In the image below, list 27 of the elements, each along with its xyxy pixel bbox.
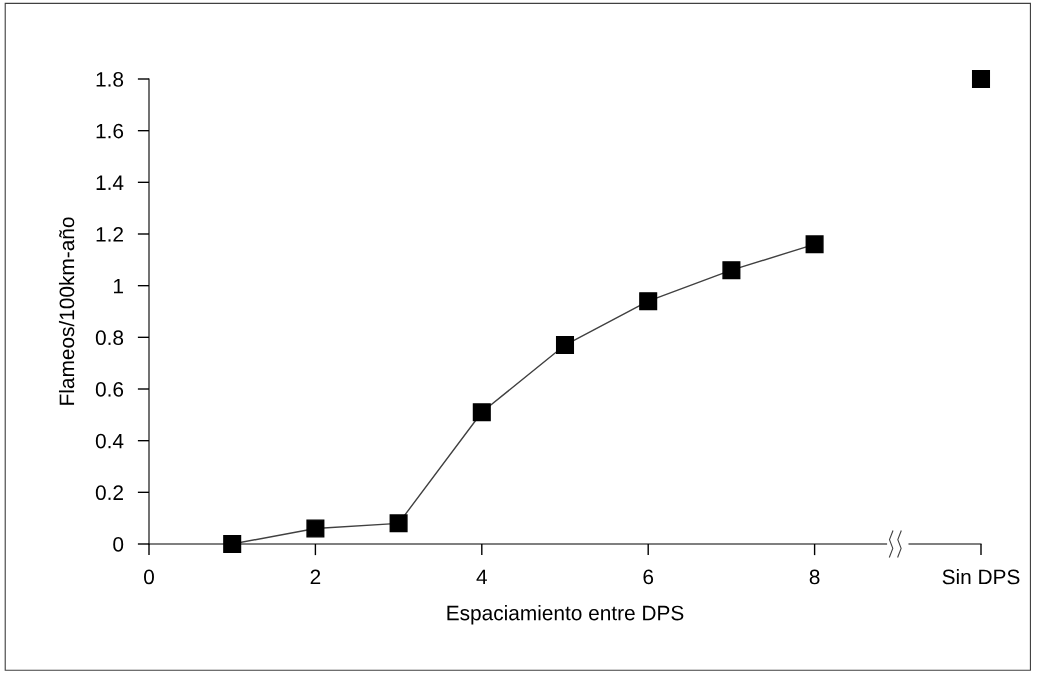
y-tick-label: 1.8 bbox=[96, 72, 124, 87]
point bbox=[805, 235, 824, 254]
x-tick-label: 0 bbox=[144, 569, 154, 585]
point bbox=[306, 519, 325, 538]
point bbox=[971, 69, 991, 89]
y-tick-label: 1.2 bbox=[96, 227, 123, 242]
y-tick-label: 0 bbox=[113, 537, 124, 552]
x-tick-label: 4 bbox=[476, 569, 487, 585]
y-tick-label: 1.6 bbox=[96, 123, 124, 139]
y-tick-label: 1.4 bbox=[96, 175, 124, 190]
point bbox=[722, 261, 741, 280]
x-tick-label: 8 bbox=[809, 569, 820, 585]
y-axis-title: Flameos/100km-año bbox=[58, 217, 75, 405]
y-tick-label: 0.2 bbox=[95, 485, 123, 501]
y-tick-label: 1 bbox=[114, 278, 123, 294]
point bbox=[223, 534, 242, 554]
y-tick-label: 0.4 bbox=[95, 433, 124, 449]
point bbox=[555, 336, 575, 355]
y-tick-label: 0.8 bbox=[95, 330, 124, 346]
x-axis-title: Espaciamiento entre DPS bbox=[447, 605, 684, 625]
x-tick-label: Sin DPS bbox=[942, 569, 1020, 585]
point bbox=[639, 292, 658, 311]
point bbox=[472, 403, 491, 422]
point bbox=[389, 514, 408, 533]
y-tick-label: 0.6 bbox=[95, 382, 124, 397]
x-tick-label: 2 bbox=[310, 569, 321, 585]
x-tick-label: 6 bbox=[643, 569, 654, 585]
